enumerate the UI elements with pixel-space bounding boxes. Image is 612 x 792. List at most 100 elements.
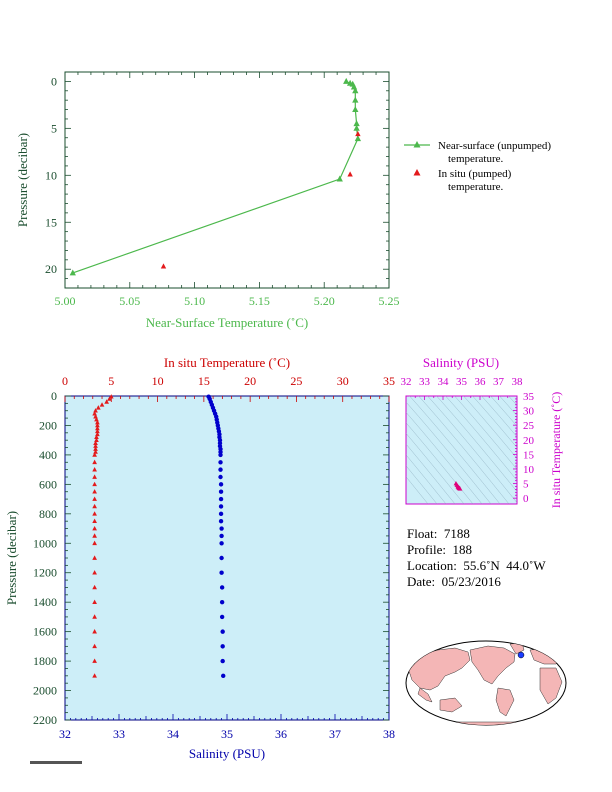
y-tick-label: 15: [45, 215, 57, 229]
bottom-axis-title: Salinity (PSU): [189, 746, 265, 761]
africa-landmass: [539, 667, 563, 705]
ts-points: [453, 480, 463, 491]
density-contour: [406, 422, 474, 504]
unpumped-temperature-point: [353, 124, 360, 131]
temperature-profile-point: [92, 481, 97, 487]
density-contour: [532, 392, 612, 524]
density-contour: [406, 401, 492, 504]
temperature-profile-point: [92, 511, 97, 516]
temperature-profile-point: [93, 446, 98, 451]
temperature-profile-point: [92, 411, 97, 416]
salinity-profile-point: [218, 467, 223, 472]
density-contour: [427, 396, 517, 504]
y-tick-label: 10: [45, 168, 57, 182]
salinity-profile-point: [219, 533, 224, 539]
ts-temperature-tick-label: 20: [523, 435, 535, 447]
salinity-tick-label: 34: [167, 727, 179, 741]
density-contour: [406, 465, 438, 504]
density-contour: [406, 432, 465, 504]
temperature-profile-point: [95, 431, 100, 437]
pressure-tick-label: 1800: [33, 654, 57, 668]
legend-label-pumped-line2: temperature.: [448, 181, 504, 193]
ts-y-axis-label: In situ Temperature (˚C): [549, 392, 563, 509]
density-contour: [418, 396, 510, 504]
ts-salinity-tick-label: 37: [493, 376, 505, 388]
temperature-profile-point: [108, 394, 114, 399]
pumped-temperature-point: [160, 263, 167, 269]
y-tick-label: 0: [51, 74, 57, 88]
ts-salinity-tick-label: 34: [438, 376, 450, 388]
temperature-profile-point: [92, 643, 97, 649]
temperature-profile-point: [93, 408, 98, 413]
ts-salinity-tick-label: 36: [475, 376, 487, 388]
x-tick-label: 5.05: [119, 294, 140, 308]
pressure-tick-label: 1200: [33, 566, 57, 580]
legend-marker-pumped: [413, 169, 421, 176]
salinity-profile-point: [218, 511, 224, 517]
temperature-profile-point: [92, 570, 97, 575]
unpumped-temperature-point: [352, 96, 359, 103]
pressure-tick-label: 800: [39, 507, 57, 521]
ts-salinity-tick-label: 32: [401, 376, 412, 388]
temperature-profile-point: [93, 443, 98, 448]
density-contour: [406, 454, 447, 504]
world-map: [405, 640, 567, 726]
ts-plot-background: [405, 395, 518, 505]
salinity-profile-point: [218, 460, 223, 465]
temperature-tick-label: 10: [152, 374, 164, 388]
density-contour: [463, 396, 517, 459]
x-axis-label: Near-Surface Temperature (˚C): [146, 315, 308, 330]
temperature-profile-point: [93, 449, 98, 454]
temperature-tick-label: 25: [290, 374, 302, 388]
salinity-profile-point: [220, 644, 225, 649]
temperature-profile-point: [92, 467, 97, 472]
profile-plot-background: [64, 395, 390, 721]
temperature-salinity-profile-chart: 0 5 10 15 20 25 30 35 32 33 34 35 36 37 38 0 200 400 600 80…: [4, 355, 395, 761]
salinity-profile-point: [219, 599, 225, 605]
temperature-tick-label: 20: [244, 374, 256, 388]
temperature-profile-point: [92, 555, 97, 560]
salinity-tick-label: 32: [59, 727, 71, 741]
temperature-profile-point: [95, 405, 101, 410]
unpumped-temperature-point: [353, 120, 360, 127]
eurasia-landmass: [407, 647, 471, 691]
temperature-profile-point: [92, 629, 97, 634]
temperature-profile-point: [92, 584, 97, 590]
ts-title: Salinity (PSU): [423, 355, 499, 370]
pressure-tick-label: 2000: [33, 684, 57, 698]
unpumped-temperature-point: [354, 135, 362, 142]
temperature-profile-point: [93, 414, 98, 419]
float-location-marker: [517, 651, 525, 659]
north-america-landmass: [469, 645, 516, 685]
temperature-profile-point: [92, 503, 97, 509]
temperature-profile-point: [93, 440, 98, 445]
salinity-tick-label: 36: [275, 727, 287, 741]
unpumped-temperature-point: [343, 77, 350, 84]
density-contour: [406, 476, 429, 504]
temperature-profile-point: [94, 434, 99, 440]
density-contour: [406, 443, 456, 504]
pressure-tick-label: 1400: [33, 595, 57, 609]
temperature-profile-point: [92, 474, 97, 479]
salinity-profile-point: [219, 585, 225, 590]
y-tick-label: 20: [45, 262, 57, 276]
legend-label-pumped-line1: In situ (pumped): [438, 168, 512, 180]
float-id: Float: 7188: [407, 526, 470, 541]
temperature-profile-point: [94, 437, 99, 443]
density-contour: [409, 396, 501, 504]
top-axis-title: In situ Temperature (˚C): [164, 355, 290, 370]
south-america-landmass: [495, 687, 515, 717]
x-tick-label: 5.25: [379, 294, 400, 308]
salinity-profile-point: [218, 482, 224, 487]
salinity-profile-point: [219, 526, 224, 531]
south-asia-landmass: [417, 687, 433, 703]
density-contour: [454, 396, 517, 470]
salinity-profile-point: [218, 489, 224, 494]
legend-marker-unpumped: [413, 141, 421, 148]
salinity-tick-label: 38: [383, 727, 395, 741]
temperature-profile-point: [92, 658, 97, 663]
ts-salinity-tick-label: 33: [419, 376, 431, 388]
temperature-profile-point: [94, 416, 99, 422]
ts-temperature-tick-label: 5: [523, 479, 529, 491]
profile-number: Profile: 188: [407, 542, 472, 557]
